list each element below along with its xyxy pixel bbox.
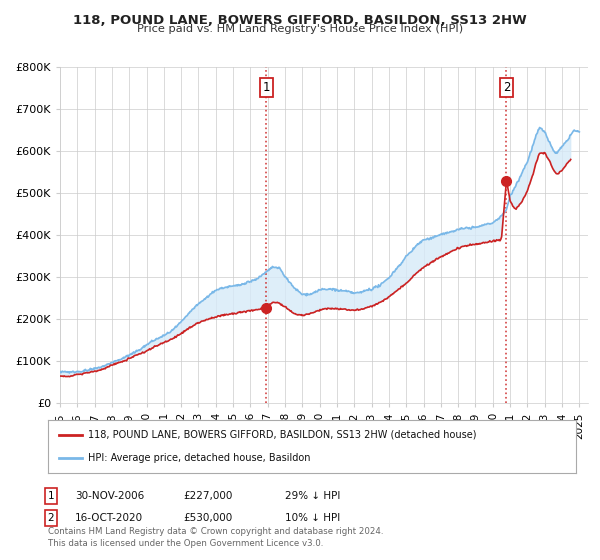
Text: 16-OCT-2020: 16-OCT-2020 [75, 513, 143, 523]
Text: 118, POUND LANE, BOWERS GIFFORD, BASILDON, SS13 2HW: 118, POUND LANE, BOWERS GIFFORD, BASILDO… [73, 14, 527, 27]
Text: Price paid vs. HM Land Registry's House Price Index (HPI): Price paid vs. HM Land Registry's House … [137, 24, 463, 34]
Text: £227,000: £227,000 [183, 491, 232, 501]
Text: 29% ↓ HPI: 29% ↓ HPI [285, 491, 340, 501]
Text: 118, POUND LANE, BOWERS GIFFORD, BASILDON, SS13 2HW (detached house): 118, POUND LANE, BOWERS GIFFORD, BASILDO… [88, 430, 476, 440]
Text: HPI: Average price, detached house, Basildon: HPI: Average price, detached house, Basi… [88, 453, 310, 463]
Text: 1: 1 [47, 491, 55, 501]
Text: 2: 2 [503, 81, 510, 94]
Text: 2: 2 [47, 513, 55, 523]
Text: 30-NOV-2006: 30-NOV-2006 [75, 491, 144, 501]
Text: 1: 1 [263, 81, 270, 94]
Text: £530,000: £530,000 [183, 513, 232, 523]
Text: 10% ↓ HPI: 10% ↓ HPI [285, 513, 340, 523]
Text: Contains HM Land Registry data © Crown copyright and database right 2024.
This d: Contains HM Land Registry data © Crown c… [48, 527, 383, 548]
